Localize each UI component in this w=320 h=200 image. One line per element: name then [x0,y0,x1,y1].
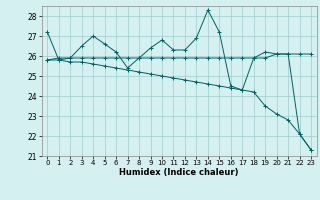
X-axis label: Humidex (Indice chaleur): Humidex (Indice chaleur) [119,168,239,177]
